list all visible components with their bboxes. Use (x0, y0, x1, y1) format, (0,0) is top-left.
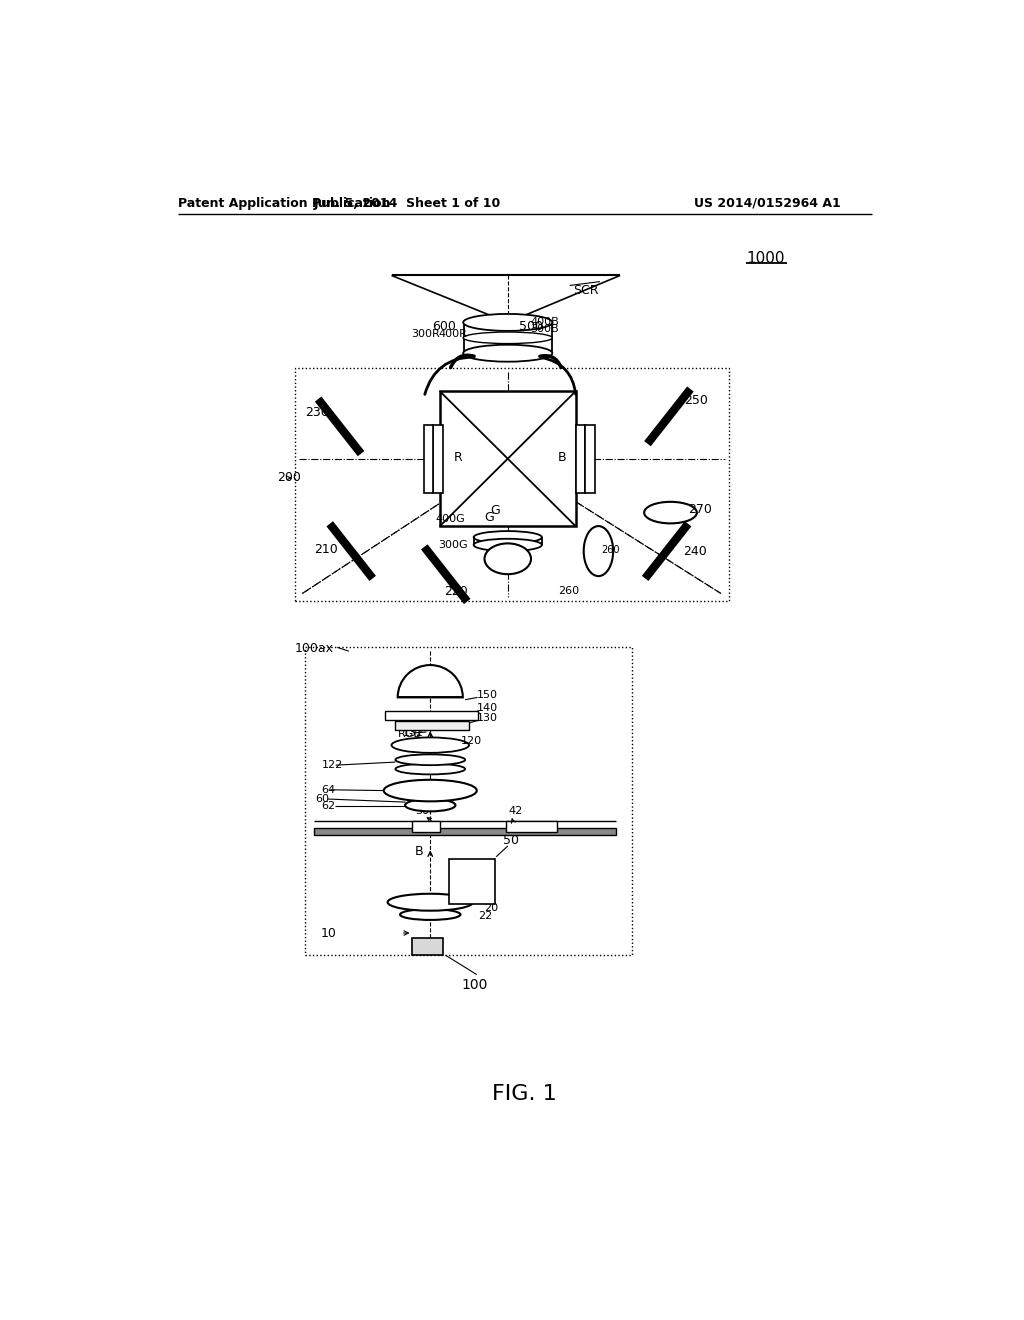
Text: 20: 20 (484, 903, 499, 913)
Text: Patent Application Publication: Patent Application Publication (178, 197, 391, 210)
Text: 260: 260 (558, 586, 580, 597)
Ellipse shape (484, 544, 531, 574)
Text: G: G (490, 504, 501, 517)
Text: 100: 100 (461, 978, 487, 991)
Bar (439, 391, 575, 527)
Text: 60: 60 (315, 795, 330, 804)
Text: 500: 500 (519, 319, 544, 333)
Text: 10: 10 (321, 927, 336, 940)
Ellipse shape (406, 799, 456, 812)
Bar (385, 711, 478, 719)
Ellipse shape (474, 531, 542, 544)
Text: 122: 122 (322, 760, 343, 770)
Text: FIG. 1: FIG. 1 (493, 1084, 557, 1104)
Ellipse shape (384, 780, 477, 801)
Text: 140: 140 (477, 704, 498, 713)
Text: 400B: 400B (530, 317, 559, 326)
Bar (314, 829, 616, 836)
Text: 50: 50 (503, 834, 519, 847)
Ellipse shape (395, 755, 465, 766)
Text: 120: 120 (461, 735, 482, 746)
Text: Jun. 5, 2014  Sheet 1 of 10: Jun. 5, 2014 Sheet 1 of 10 (313, 197, 501, 210)
Text: R: R (454, 450, 462, 463)
Text: 300R: 300R (411, 329, 439, 339)
Text: 150: 150 (477, 690, 498, 700)
Bar (575, 425, 586, 492)
Text: 64: 64 (321, 785, 335, 795)
Text: 600: 600 (432, 319, 457, 333)
Text: 240: 240 (683, 545, 707, 557)
Text: 24: 24 (478, 895, 493, 906)
Bar (586, 425, 595, 492)
Text: 62: 62 (321, 801, 335, 810)
Text: 220: 220 (444, 585, 468, 598)
Text: 132: 132 (403, 727, 424, 738)
Ellipse shape (463, 333, 552, 343)
Ellipse shape (584, 527, 613, 576)
Text: 22: 22 (478, 911, 493, 921)
Text: 300B: 300B (530, 325, 559, 334)
Ellipse shape (400, 909, 461, 920)
Ellipse shape (463, 345, 552, 362)
Text: 210: 210 (314, 543, 338, 556)
Text: 250: 250 (684, 395, 709, 408)
Text: 300G: 300G (438, 540, 468, 550)
Text: 1000: 1000 (746, 251, 785, 267)
Bar (413, 821, 439, 832)
Text: 30: 30 (415, 807, 429, 816)
Ellipse shape (644, 502, 697, 524)
Bar (433, 425, 442, 492)
Ellipse shape (463, 314, 552, 331)
Text: 230: 230 (305, 407, 329, 418)
Text: US 2014/0152964 A1: US 2014/0152964 A1 (693, 197, 841, 210)
Bar (395, 721, 469, 730)
Text: 200: 200 (278, 471, 301, 484)
Text: 130: 130 (477, 713, 498, 723)
Text: SCR: SCR (573, 284, 599, 297)
Text: 400G: 400G (435, 513, 466, 524)
Bar (305, 647, 632, 956)
Text: B: B (557, 450, 566, 463)
Bar (424, 425, 433, 492)
Ellipse shape (391, 738, 469, 752)
Bar (295, 368, 729, 601)
Wedge shape (397, 665, 463, 697)
Text: B: B (415, 845, 423, 858)
Ellipse shape (395, 763, 465, 775)
Ellipse shape (474, 539, 542, 552)
Text: 260: 260 (601, 545, 620, 554)
Text: 270: 270 (688, 503, 713, 516)
Text: 100ax: 100ax (295, 642, 334, 655)
Bar (449, 859, 496, 904)
Bar (413, 937, 443, 954)
Bar (506, 821, 557, 832)
Text: RGB: RGB (397, 730, 422, 739)
Ellipse shape (388, 894, 473, 911)
Text: 400R: 400R (438, 329, 467, 339)
Text: G: G (484, 511, 495, 524)
Text: 42: 42 (509, 807, 523, 816)
